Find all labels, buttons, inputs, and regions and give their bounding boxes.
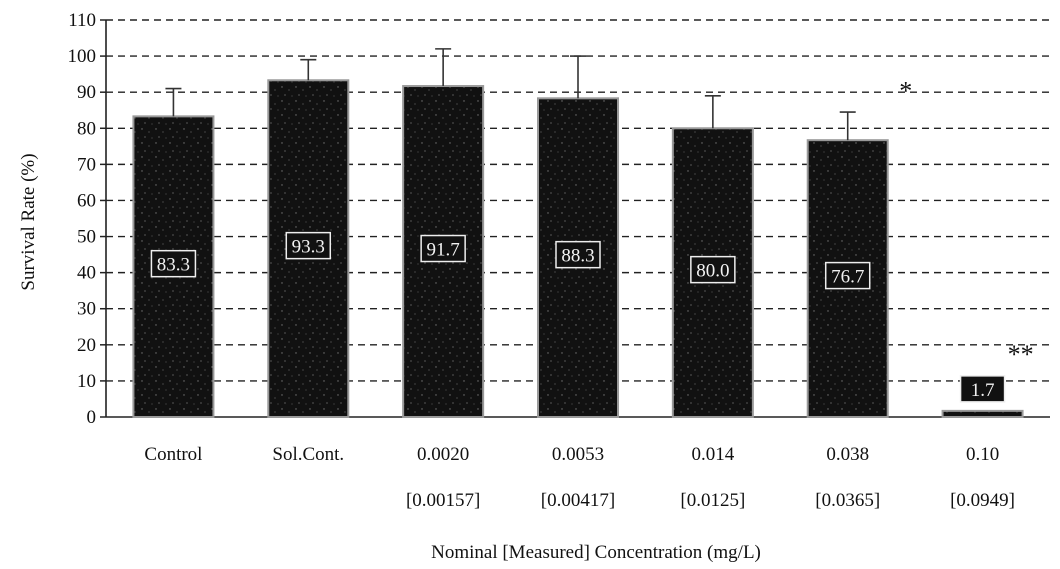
y-tick-label: 70 — [77, 154, 96, 175]
x-category-sublabel: [0.00157] — [406, 490, 480, 511]
y-tick-label: 20 — [77, 335, 96, 356]
y-tick-label: 40 — [77, 263, 96, 284]
y-tick-label: 60 — [77, 190, 96, 211]
x-category-sublabel: [0.0949] — [950, 490, 1015, 511]
bar — [941, 409, 1024, 418]
data-label-box — [690, 255, 736, 284]
data-label-box — [150, 249, 197, 278]
y-tick-labels: 0 10 20 30 40 50 60 70 80 90 100 110 — [68, 10, 97, 428]
y-tick-label: 100 — [68, 46, 97, 67]
y-tick-label: 110 — [68, 10, 96, 31]
bars — [132, 79, 1024, 419]
y-tick-label: 80 — [77, 118, 96, 139]
error-bars — [165, 48, 856, 141]
data-label: 91.7 — [427, 240, 460, 261]
x-category-label: Sol.Cont. — [272, 444, 344, 465]
data-label-box — [555, 240, 601, 269]
x-category-label: 0.014 — [691, 444, 734, 465]
x-category-label: Control — [144, 444, 202, 465]
y-tick-label: 50 — [77, 227, 96, 248]
y-tick-label: 30 — [77, 299, 96, 320]
data-label-box — [420, 234, 466, 263]
data-label: 76.7 — [831, 267, 864, 288]
data-label-box — [285, 231, 332, 260]
x-category-sublabel: [0.00417] — [541, 490, 615, 511]
x-category-label: 0.038 — [826, 444, 869, 465]
y-tick-label: 90 — [77, 82, 96, 103]
significance-marker: * — [899, 76, 912, 105]
data-label: 88.3 — [561, 246, 594, 267]
data-label: 1.7 — [971, 380, 995, 401]
y-tick-label: 0 — [87, 407, 97, 428]
data-label-box — [959, 375, 1006, 403]
x-axis-title: Nominal [Measured] Concentration (mg/L) — [431, 542, 761, 563]
x-category-labels: Control Sol.Cont. 0.0020 [0.00157] 0.0053 [0.… — [144, 444, 1015, 511]
x-category-sublabel: [0.0125] — [680, 490, 745, 511]
data-label-box — [824, 261, 871, 290]
data-labels: 83.3 93.3 91.7 88.3 80.0 76.7 * 1.7 ** — [150, 76, 1034, 403]
data-label: 80.0 — [696, 261, 729, 282]
x-category-label: 0.0053 — [552, 444, 604, 465]
data-label: 93.3 — [292, 237, 325, 258]
x-category-label: 0.10 — [966, 444, 999, 465]
x-category-sublabel: [0.0365] — [815, 490, 880, 511]
y-tick-label: 10 — [77, 371, 96, 392]
data-label: 83.3 — [157, 255, 190, 276]
x-category-label: 0.0020 — [417, 444, 469, 465]
significance-marker: ** — [1008, 340, 1034, 369]
y-axis-title: Survival Rate (%) — [18, 153, 39, 290]
